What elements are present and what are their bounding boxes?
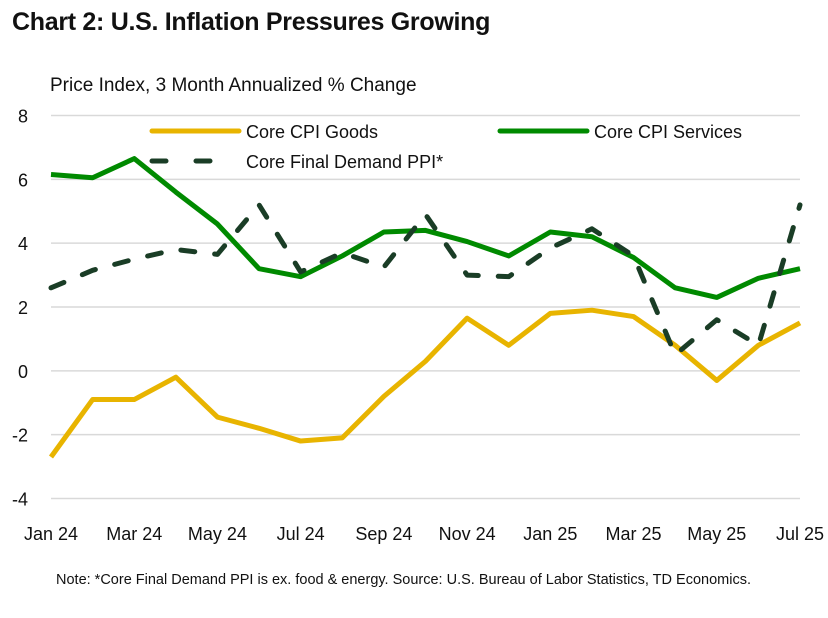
x-tick-label: Mar 25 (606, 524, 662, 544)
legend-label: Core CPI Goods (246, 122, 378, 142)
x-tick-label: Sep 24 (355, 524, 412, 544)
x-tick-label: May 24 (188, 524, 247, 544)
y-axis-label: Price Index, 3 Month Annualized % Change (50, 75, 417, 96)
x-tick-label: Jul 24 (277, 524, 325, 544)
legend-label: Core Final Demand PPI* (246, 152, 443, 172)
x-tick-label: Mar 24 (106, 524, 162, 544)
y-tick-label: 2 (18, 298, 28, 318)
y-tick-label: 6 (18, 170, 28, 190)
y-tick-label: -2 (12, 426, 28, 446)
y-tick-label: 0 (18, 362, 28, 382)
legend-label: Core CPI Services (594, 122, 742, 142)
x-tick-label: Jul 25 (776, 524, 824, 544)
chart-title: Chart 2: U.S. Inflation Pressures Growin… (12, 8, 491, 36)
y-tick-label: 4 (18, 234, 28, 254)
x-tick-label: Jan 24 (24, 524, 78, 544)
source-note: Note: *Core Final Demand PPI is ex. food… (56, 572, 751, 588)
y-tick-label: 8 (18, 107, 28, 127)
series-line-core-cpi-goods (48, 307, 802, 459)
x-tick-label: Nov 24 (439, 524, 496, 544)
x-tick-label: May 25 (687, 524, 746, 544)
series-line-core-final-demand-ppi (48, 202, 803, 358)
x-tick-label: Jan 25 (523, 524, 577, 544)
y-tick-label: -4 (12, 490, 28, 510)
series-line-core-cpi-services (50, 156, 801, 300)
